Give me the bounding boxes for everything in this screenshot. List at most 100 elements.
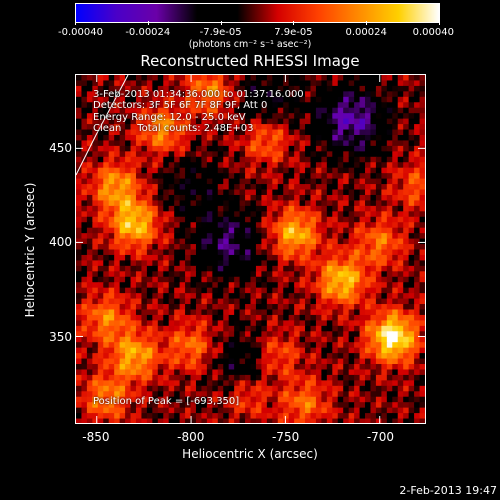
heatmap-cell — [223, 85, 230, 92]
heatmap-cell — [288, 140, 295, 147]
heatmap-cell — [130, 238, 137, 245]
heatmap-cell — [343, 107, 350, 114]
heatmap-cell — [359, 358, 366, 365]
heatmap-cell — [348, 124, 355, 131]
heatmap-cell — [125, 211, 132, 218]
heatmap-cell — [414, 75, 421, 82]
heatmap-cell — [408, 129, 415, 136]
heatmap-cell — [86, 265, 93, 272]
heatmap-cell — [326, 325, 333, 332]
heatmap-cell — [76, 347, 83, 354]
heatmap-cell — [81, 342, 88, 349]
heatmap-cell — [201, 336, 208, 343]
heatmap-cell — [130, 211, 137, 218]
heatmap-cell — [370, 353, 377, 360]
heatmap-cell — [245, 194, 252, 202]
heatmap-cell — [321, 211, 328, 218]
heatmap-cell — [146, 402, 153, 409]
heatmap-cell — [272, 156, 279, 163]
heatmap-cell — [305, 156, 312, 163]
heatmap-cell — [419, 211, 425, 218]
heatmap-cell — [119, 129, 126, 136]
heatmap-cell — [403, 293, 410, 300]
heatmap-cell — [190, 364, 197, 371]
heatmap-cell — [288, 80, 295, 87]
heatmap-cell — [365, 156, 372, 163]
heatmap-cell — [250, 342, 257, 349]
heatmap-cell — [217, 184, 224, 191]
heatmap-cell — [381, 216, 388, 223]
heatmap-cell — [179, 304, 186, 311]
heatmap-cell — [343, 309, 350, 316]
heatmap-cell — [114, 85, 121, 92]
heatmap-cell — [97, 75, 104, 82]
heatmap-cell — [310, 402, 317, 409]
heatmap-cell — [283, 260, 290, 267]
heatmap-cell — [190, 276, 197, 283]
heatmap-cell — [348, 369, 355, 376]
heatmap-cell — [343, 254, 350, 261]
heatmap-cell — [310, 151, 317, 158]
heatmap-cell — [108, 173, 115, 180]
heatmap-cell — [288, 391, 295, 398]
heatmap-cell — [125, 287, 132, 294]
heatmap-cell — [321, 75, 328, 82]
heatmap-cell — [201, 222, 208, 229]
heatmap-cell — [103, 347, 110, 354]
heatmap-cell — [92, 364, 99, 371]
heatmap-cell — [294, 347, 301, 354]
heatmap-cell — [130, 244, 137, 251]
heatmap-cell — [234, 80, 241, 87]
heatmap-cell — [201, 156, 208, 163]
heatmap-cell — [201, 271, 208, 278]
heatmap-cell — [266, 391, 273, 398]
heatmap-cell — [168, 358, 175, 365]
heatmap-cell — [201, 418, 208, 423]
heatmap-cell — [255, 309, 262, 316]
heatmap-cell — [212, 364, 219, 371]
heatmap-cell — [272, 107, 279, 114]
heatmap-cell — [414, 184, 421, 191]
heatmap-cell — [419, 244, 425, 251]
heatmap-cell — [414, 347, 421, 354]
heatmap-cell — [354, 238, 361, 245]
heatmap-cell — [315, 342, 322, 349]
heatmap-cell — [381, 265, 388, 272]
heatmap-cell — [206, 205, 213, 212]
heatmap-cell — [266, 107, 273, 114]
heatmap-cell — [212, 227, 219, 234]
heatmap-cell — [185, 402, 192, 409]
heatmap-cell — [152, 194, 159, 202]
heatmap-cell — [250, 260, 257, 267]
heatmap-cell — [348, 298, 355, 305]
heatmap-cell — [310, 298, 317, 305]
heatmap-cell — [92, 205, 99, 212]
heatmap-cell — [239, 80, 246, 87]
heatmap-cell — [195, 249, 203, 256]
heatmap-cell — [245, 75, 252, 82]
heatmap-cell — [201, 140, 208, 147]
heatmap-cell — [92, 222, 99, 229]
heatmap-cell — [119, 227, 126, 234]
heatmap-cell — [283, 320, 290, 327]
heatmap-cell — [239, 91, 246, 98]
heatmap-cell — [294, 205, 301, 212]
heatmap-cell — [157, 102, 164, 109]
heatmap-cell — [76, 194, 83, 202]
heatmap-cell — [337, 271, 344, 278]
heatmap-cell — [392, 91, 399, 98]
heatmap-cell — [299, 244, 306, 251]
heatmap-cell — [250, 364, 257, 371]
heatmap-cell — [108, 309, 115, 316]
heatmap-cell — [250, 347, 257, 354]
heatmap-cell — [272, 145, 279, 152]
heatmap-cell — [403, 118, 410, 125]
heatmap-cell — [359, 244, 366, 251]
heatmap-cell — [86, 140, 93, 147]
heatmap-cell — [250, 402, 257, 409]
heatmap-cell — [206, 407, 213, 414]
heatmap-cell — [370, 374, 377, 381]
heatmap-cell — [337, 244, 344, 251]
heatmap-cell — [408, 342, 415, 349]
heatmap-cell — [141, 222, 148, 229]
